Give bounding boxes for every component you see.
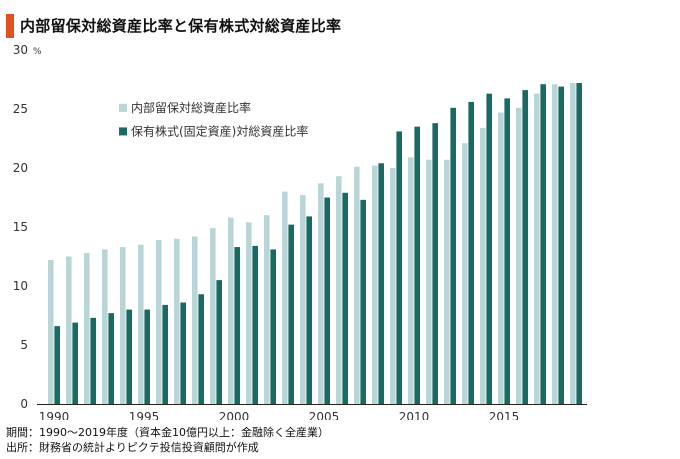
bar-shareholdings — [198, 294, 204, 404]
bar-retained-earnings — [246, 222, 252, 404]
bar-shareholdings — [72, 322, 78, 404]
bar-retained-earnings — [336, 176, 342, 404]
bar-retained-earnings — [138, 244, 144, 404]
bar-retained-earnings — [570, 83, 576, 404]
title-accent-bar — [6, 14, 14, 38]
bar-shareholdings — [504, 98, 510, 404]
bar-shareholdings — [252, 245, 258, 404]
bar-shareholdings — [558, 86, 564, 404]
footnote-period: 期間：1990～2019年度（資本金10億円以上：金融除く全産業） — [6, 426, 329, 439]
bar-retained-earnings — [282, 191, 288, 404]
y-unit-label: % — [33, 47, 42, 57]
y-tick-label: 10 — [13, 279, 28, 293]
y-tick-label: 30 — [13, 43, 28, 57]
y-tick-label: 0 — [20, 397, 28, 411]
bar-shareholdings — [360, 199, 366, 404]
bar-retained-earnings — [102, 249, 108, 404]
bar-retained-earnings — [318, 183, 324, 404]
footnote-source: 出所：財務省の統計よりピクテ投信投資顧問が作成 — [6, 441, 259, 454]
bar-retained-earnings — [264, 215, 270, 404]
bar-shareholdings — [342, 192, 348, 404]
bar-shareholdings — [162, 304, 168, 404]
bar-retained-earnings — [354, 166, 360, 404]
bar-retained-earnings — [462, 143, 468, 404]
bar-shareholdings — [270, 249, 276, 404]
bar-retained-earnings — [120, 247, 126, 404]
bar-retained-earnings — [480, 127, 486, 404]
x-tick-label: 2005 — [309, 410, 340, 420]
bar-retained-earnings — [300, 195, 306, 404]
x-tick-label: 2000 — [219, 410, 250, 420]
bar-shareholdings — [90, 317, 96, 404]
bar-shareholdings — [108, 313, 114, 404]
bar-retained-earnings — [192, 236, 198, 404]
bar-retained-earnings — [516, 107, 522, 404]
legend-swatch-retained-earnings — [119, 103, 127, 112]
bar-retained-earnings — [390, 168, 396, 404]
bar-retained-earnings — [156, 239, 162, 404]
bar-shareholdings — [540, 84, 546, 404]
bar-shareholdings — [180, 302, 186, 404]
bar-shareholdings — [144, 309, 150, 404]
bars-layer — [48, 83, 582, 405]
bar-shareholdings — [432, 123, 438, 404]
bar-retained-earnings — [534, 93, 540, 404]
legend-label-shareholdings: 保有株式(固定資産)対総資産比率 — [131, 123, 308, 138]
bar-retained-earnings — [48, 260, 54, 404]
legend-swatch-shareholdings — [119, 127, 127, 136]
bar-shareholdings — [378, 163, 384, 404]
bar-shareholdings — [468, 101, 474, 405]
bar-shareholdings — [450, 107, 456, 404]
x-tick-label: 2015 — [489, 410, 520, 420]
bar-chart: 0 5 10 15 20 25 30% 1990 1995 2000 2005 2010 2015 内… — [13, 43, 587, 420]
bar-retained-earnings — [174, 238, 180, 404]
y-tick-label: 15 — [13, 220, 28, 234]
y-tick-label: 5 — [20, 338, 28, 352]
bar-shareholdings — [486, 93, 492, 404]
x-tick-label: 1990 — [39, 410, 70, 420]
bar-shareholdings — [306, 216, 312, 404]
x-axis: 1990 1995 2000 2005 2010 2015 — [39, 410, 520, 420]
bar-retained-earnings — [372, 165, 378, 404]
bar-shareholdings — [288, 224, 294, 404]
bar-shareholdings — [324, 197, 330, 404]
bar-retained-earnings — [498, 112, 504, 404]
bar-shareholdings — [126, 309, 132, 404]
x-tick-label: 2010 — [399, 410, 430, 420]
bar-retained-earnings — [210, 228, 216, 404]
bar-shareholdings — [216, 280, 222, 404]
bar-shareholdings — [576, 83, 582, 404]
bar-retained-earnings — [426, 159, 432, 404]
bar-retained-earnings — [66, 256, 72, 404]
bar-shareholdings — [234, 247, 240, 404]
y-tick-label: 20 — [13, 161, 28, 175]
bar-shareholdings — [396, 131, 402, 405]
x-tick-label: 1995 — [129, 410, 160, 420]
bar-shareholdings — [54, 326, 60, 404]
bar-retained-earnings — [408, 157, 414, 404]
legend-label-retained-earnings: 内部留保対総資産比率 — [131, 100, 251, 115]
bar-shareholdings — [414, 126, 420, 404]
y-axis: 0 5 10 15 20 25 30% — [13, 43, 42, 411]
bar-retained-earnings — [228, 217, 234, 404]
bar-retained-earnings — [84, 252, 90, 404]
bar-retained-earnings — [552, 84, 558, 404]
bar-shareholdings — [522, 90, 528, 405]
chart-title: 内部留保対総資産比率と保有株式対総資産比率 — [20, 17, 342, 35]
bar-retained-earnings — [444, 159, 450, 404]
y-tick-label: 25 — [13, 102, 28, 116]
